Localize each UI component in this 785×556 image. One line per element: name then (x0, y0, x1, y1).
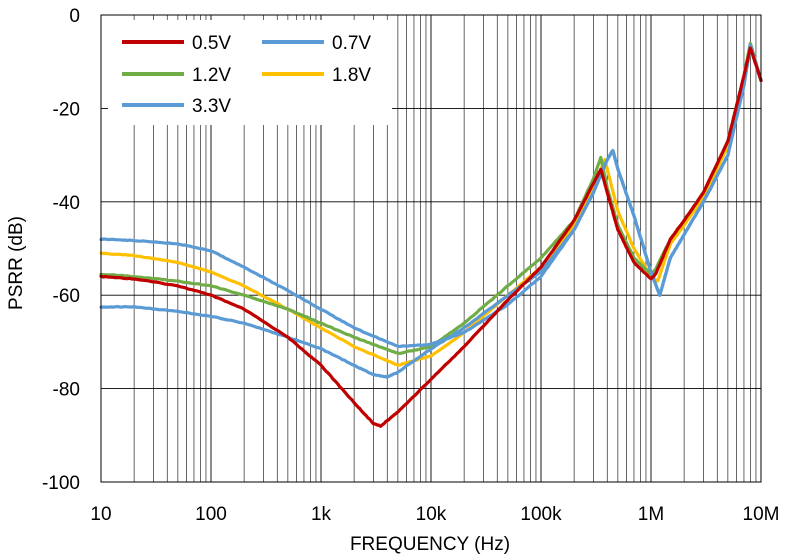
legend-label: 0.5V (192, 33, 231, 54)
x-tick-label: 100k (520, 504, 562, 525)
x-tick-label: 10k (416, 504, 447, 525)
x-tick-label: 1M (638, 504, 664, 525)
x-tick-label: 100 (195, 504, 227, 525)
legend: 0.5V 0.7V 1.2V 1.8V 3.3V (108, 20, 392, 125)
legend-label: 1.8V (332, 65, 371, 86)
y-tick-label: -60 (53, 286, 80, 307)
y-tick-label: 0 (69, 6, 80, 27)
legend-label: 1.2V (192, 65, 231, 86)
legend-label: 0.7V (332, 33, 371, 54)
x-tick-label: 10M (743, 504, 780, 525)
axis-ticks: 10 100 1k 10k 100k 1M 10M 0 -20 -40 -60 -80 -100 (42, 6, 780, 525)
y-tick-label: -20 (53, 99, 80, 120)
y-tick-label: -40 (53, 193, 80, 214)
x-tick-label: 10 (90, 504, 111, 525)
series-line-0-5V (99, 46, 763, 428)
series-line-0-7V (99, 43, 763, 349)
series-line-1-8V (99, 43, 763, 367)
x-axis-title: FREQUENCY (Hz) (350, 534, 510, 555)
y-tick-label: -80 (53, 380, 80, 401)
series-lines (99, 41, 763, 428)
x-tick-label: 1k (311, 504, 332, 525)
legend-label: 3.3V (192, 96, 231, 117)
plot-frame (100, 14, 762, 483)
y-axis-title: PSRR (dB) (6, 216, 27, 310)
y-tick-label: -100 (42, 473, 80, 494)
